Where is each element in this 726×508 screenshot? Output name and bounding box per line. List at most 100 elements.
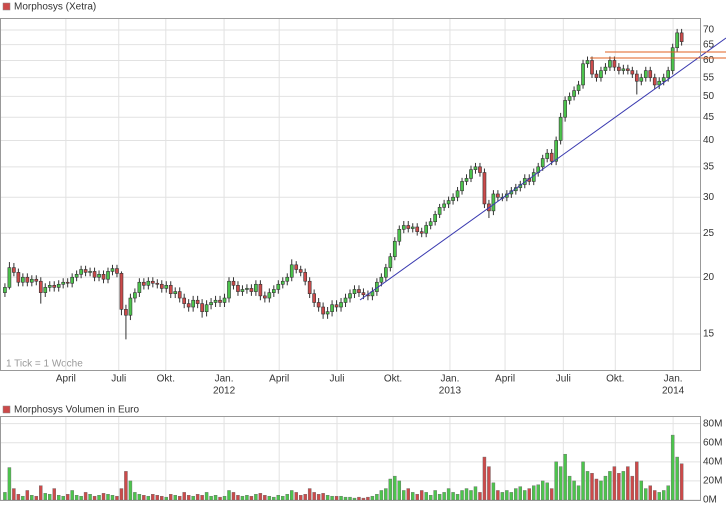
volume-bar xyxy=(617,473,621,501)
candle-body xyxy=(603,66,608,71)
candle-body xyxy=(410,226,415,229)
volume-bar xyxy=(12,488,16,501)
volume-bar xyxy=(285,494,289,501)
chart-title: Morphosys (Xetra) xyxy=(14,2,96,13)
candle-body xyxy=(675,32,679,49)
candle-body xyxy=(585,60,590,65)
trend-line xyxy=(359,37,726,301)
volume-bar xyxy=(536,484,540,501)
candle-body xyxy=(379,276,384,283)
candle-body xyxy=(442,203,446,208)
candle-body xyxy=(61,281,66,285)
price-panel: 15 20 25 30 35 40 45 50 55 60 65 70 April Juli Okt. Jan… xyxy=(0,18,715,397)
candle-body xyxy=(267,292,272,299)
x-tick-label: April xyxy=(269,374,289,385)
y-tick-label: 40M xyxy=(703,456,722,467)
volume-bar xyxy=(379,490,384,501)
volume-bar xyxy=(133,492,137,501)
candle-body xyxy=(617,66,621,71)
volume-bar xyxy=(263,495,267,501)
volume-bar xyxy=(106,494,110,501)
volume-bar xyxy=(218,496,222,501)
candle-body xyxy=(482,172,487,205)
candle-body xyxy=(92,271,97,278)
volume-bar xyxy=(169,494,173,501)
y-tick-label: 40 xyxy=(703,135,715,146)
volume-bar xyxy=(65,494,70,501)
volume-bar xyxy=(523,490,527,501)
candle-body xyxy=(245,288,249,290)
candle-body xyxy=(38,280,43,293)
candle-body xyxy=(177,291,182,299)
candle-body xyxy=(164,285,169,289)
volume-bar xyxy=(79,495,83,501)
candle-body xyxy=(652,77,657,86)
candle-body xyxy=(576,84,581,91)
volume-bar xyxy=(267,495,272,501)
candle-body xyxy=(401,225,406,230)
x-tick-label: Juli xyxy=(329,374,344,385)
candle-body xyxy=(666,70,671,78)
volume-bar xyxy=(554,461,558,501)
candle-body xyxy=(648,70,653,78)
candle-body xyxy=(195,299,200,304)
volume-bar xyxy=(527,488,531,501)
volume-bar xyxy=(469,490,473,501)
volume-bar xyxy=(626,466,630,501)
candle-body xyxy=(473,166,478,170)
volume-bar xyxy=(177,495,182,501)
candle-body xyxy=(146,280,151,286)
volume-bar xyxy=(576,485,581,501)
volume-bar xyxy=(334,495,339,501)
volume-bar xyxy=(16,494,21,501)
candle-body xyxy=(307,280,312,295)
candle-body xyxy=(106,271,110,280)
candle-body xyxy=(271,289,276,293)
volume-bar xyxy=(70,490,74,501)
volume-bar xyxy=(272,496,276,501)
candle-body xyxy=(348,293,352,299)
volume-bar xyxy=(603,475,608,501)
volume-bar xyxy=(3,492,7,501)
candle-body xyxy=(155,282,160,285)
volume-bar xyxy=(563,453,567,501)
x-tick-label: April xyxy=(495,374,515,385)
candle-body xyxy=(137,281,142,293)
volume-bar xyxy=(290,490,294,501)
y-tick-label: 60M xyxy=(703,437,722,448)
volume-bar xyxy=(276,495,281,501)
volume-bar xyxy=(464,488,469,501)
candle-body xyxy=(52,285,57,288)
volume-bar xyxy=(388,478,393,501)
volume-frame xyxy=(0,416,701,501)
volume-bar xyxy=(48,494,52,501)
candle-body xyxy=(240,289,245,292)
candle-body xyxy=(213,299,218,303)
volume-bar xyxy=(330,495,334,501)
volume-bar xyxy=(545,482,549,501)
volume-bar xyxy=(428,495,433,501)
y-tick-label: 30 xyxy=(703,192,715,203)
candle-body xyxy=(173,291,178,295)
volume-bar xyxy=(581,461,585,501)
volume-bar xyxy=(567,475,572,501)
y-tick-label: 35 xyxy=(703,161,715,172)
volume-bar xyxy=(204,492,209,501)
volume-bar xyxy=(316,494,321,501)
volume-bar xyxy=(303,494,307,501)
candle-body xyxy=(168,285,173,295)
candle-body xyxy=(343,297,348,303)
volume-bar xyxy=(487,466,491,501)
candle-body xyxy=(460,181,464,192)
candle-body xyxy=(670,47,675,71)
year-label: 2014 xyxy=(662,386,685,397)
candle-body xyxy=(186,303,191,308)
volume-bar xyxy=(124,471,128,501)
volume-bar xyxy=(160,495,164,501)
candle-body xyxy=(433,214,437,223)
volume-bar xyxy=(366,496,370,501)
volume-bar xyxy=(281,495,285,501)
volume-bar xyxy=(146,495,151,501)
annotation: 1 Tick = 1 Woche xyxy=(6,359,83,370)
volume-bar xyxy=(482,456,487,501)
